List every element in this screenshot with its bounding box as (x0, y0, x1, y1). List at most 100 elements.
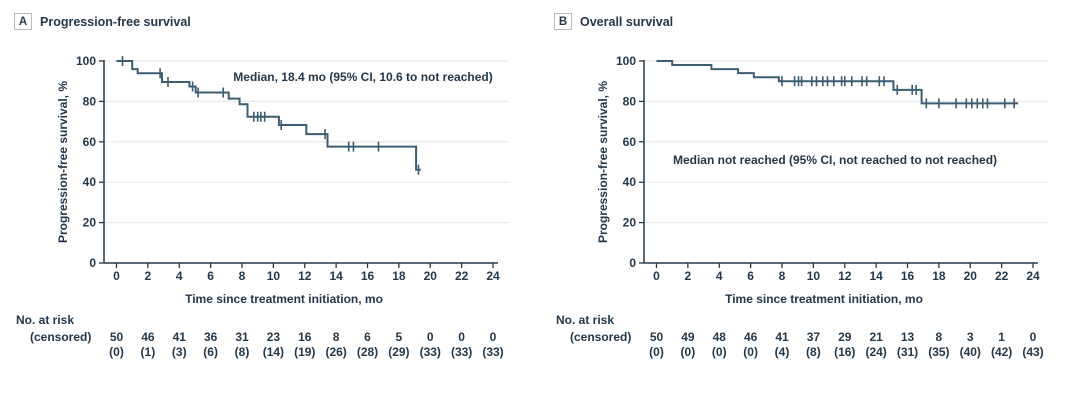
panel-b-median-annotation: Median not reached (95% CI, not reached … (672, 153, 998, 167)
svg-text:20: 20 (964, 269, 978, 283)
censored-value: (26) (325, 345, 347, 359)
svg-text:0: 0 (653, 269, 660, 283)
svg-text:100: 100 (616, 54, 636, 68)
censored-value: (33) (482, 345, 504, 359)
svg-text:10: 10 (807, 269, 821, 283)
panel-a-letter-badge: A (14, 13, 32, 30)
censored-value: (16) (834, 345, 856, 359)
svg-text:60: 60 (623, 135, 637, 149)
svg-text:80: 80 (623, 94, 637, 108)
at-risk-value: 46 (141, 330, 155, 344)
censored-value: (0) (649, 345, 664, 359)
at-risk-value: 13 (900, 330, 915, 344)
svg-text:0: 0 (629, 256, 636, 270)
svg-text:2: 2 (145, 269, 152, 283)
svg-text:6: 6 (747, 269, 754, 283)
svg-text:6: 6 (207, 269, 214, 283)
at-risk-value: 49 (681, 330, 695, 344)
at-risk-value: 37 (806, 330, 821, 344)
censored-value: (29) (388, 345, 410, 359)
at-risk-value: 5 (395, 330, 403, 344)
panel-a-censored-label: (censored) (30, 330, 92, 344)
panel-a-no-at-risk-label: No. at risk (16, 313, 75, 327)
censored-value: (14) (262, 345, 285, 359)
svg-text:80: 80 (83, 94, 97, 108)
panel-b-letter-badge: B (554, 13, 572, 30)
at-risk-value: 0 (1029, 330, 1037, 344)
svg-text:0: 0 (113, 269, 120, 283)
censored-value: (0) (711, 345, 727, 359)
svg-text:4: 4 (716, 269, 723, 283)
at-risk-value: 3 (966, 330, 974, 344)
censored-value: (6) (203, 345, 218, 359)
panel-b-no-at-risk-label: No. at risk (556, 313, 615, 327)
at-risk-value: 50 (649, 330, 664, 344)
svg-text:20: 20 (83, 216, 97, 230)
at-risk-value: 41 (775, 330, 789, 344)
svg-text:14: 14 (869, 269, 883, 283)
at-risk-value: 21 (869, 330, 883, 344)
censored-value: (0) (743, 345, 758, 359)
censored-value: (8) (806, 345, 821, 359)
at-risk-value: 0 (458, 330, 465, 344)
censored-value: (24) (865, 345, 887, 359)
svg-text:12: 12 (838, 269, 852, 283)
censored-value: (35) (928, 345, 950, 359)
panel-b-title: Overall survival (580, 15, 674, 29)
panel-progression-free-survival: A Progression-free survival Progression-… (0, 13, 540, 359)
censored-value: (3) (171, 345, 187, 359)
svg-text:24: 24 (1026, 269, 1040, 283)
svg-text:40: 40 (83, 175, 97, 189)
svg-text:100: 100 (76, 54, 96, 68)
censored-value: (4) (774, 345, 790, 359)
svg-text:0: 0 (89, 256, 96, 270)
panel-a-censored-row: (0) (1) (3) (6) (8) (14) (19) (26) (28) (29) (33) (… (0, 345, 540, 359)
censored-value: (19) (294, 345, 316, 359)
svg-text:2: 2 (685, 269, 692, 283)
svg-text:14: 14 (329, 269, 343, 283)
svg-text:60: 60 (83, 135, 97, 149)
at-risk-value: 48 (712, 330, 726, 344)
panel-overall-survival: B Overall survival Progression-free surv… (540, 0, 1080, 400)
at-risk-value: 16 (298, 330, 312, 344)
panel-b-x-axis-label: Time since treatment initiation, mo (725, 292, 923, 306)
censored-value: (31) (896, 345, 919, 359)
censored-value: (0) (680, 345, 696, 359)
at-risk-value: 29 (838, 330, 852, 344)
panel-b-at-risk-row: 50 49 48 46 41 37 29 21 13 8 3 1 0 (540, 330, 1080, 344)
censored-value: (43) (1022, 345, 1044, 359)
svg-text:10: 10 (267, 269, 281, 283)
censored-value: (8) (234, 345, 250, 359)
panel-a-at-risk-row: 50 46 41 36 31 23 16 8 6 5 0 0 0 (0, 330, 540, 344)
svg-text:18: 18 (392, 269, 406, 283)
svg-text:22: 22 (995, 269, 1009, 283)
at-risk-value: 1 (998, 330, 1005, 344)
svg-text:24: 24 (486, 269, 500, 283)
svg-text:40: 40 (623, 175, 637, 189)
at-risk-value: 36 (203, 330, 218, 344)
censored-value: (28) (356, 345, 379, 359)
censored-value: (42) (990, 345, 1013, 359)
svg-text:22: 22 (455, 269, 469, 283)
svg-text:20: 20 (424, 269, 438, 283)
at-risk-value: 23 (266, 330, 281, 344)
at-risk-value: 46 (743, 330, 758, 344)
at-risk-value: 41 (172, 330, 186, 344)
at-risk-value: 8 (935, 330, 943, 344)
censored-value: (1) (140, 345, 156, 359)
svg-text:8: 8 (239, 269, 246, 283)
at-risk-value: 0 (489, 330, 497, 344)
panel-a-median-annotation: Median, 18.4 mo (95% CI, 10.6 to not rea… (233, 70, 493, 84)
panel-a-title: Progression-free survival (40, 15, 191, 29)
panel-a-x-axis-label: Time since treatment initiation, mo (185, 292, 383, 306)
censored-value: (33) (450, 345, 473, 359)
at-risk-value: 8 (332, 330, 340, 344)
svg-text:16: 16 (361, 269, 375, 283)
svg-text:4: 4 (176, 269, 183, 283)
censored-value: (40) (959, 345, 981, 359)
at-risk-value: 31 (235, 330, 249, 344)
at-risk-value: 0 (426, 330, 434, 344)
